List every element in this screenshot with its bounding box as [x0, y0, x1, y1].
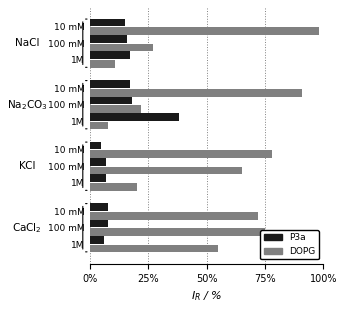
Bar: [90, 158, 106, 166]
Text: KCl: KCl: [19, 161, 35, 171]
Bar: [90, 212, 258, 219]
Legend: P3a, DOPG: P3a, DOPG: [260, 230, 319, 259]
Bar: [90, 236, 104, 244]
Bar: [90, 35, 127, 43]
Text: Na$_2$CO$_3$: Na$_2$CO$_3$: [7, 98, 48, 112]
Bar: [90, 51, 129, 59]
Bar: [90, 89, 302, 96]
Bar: [90, 142, 101, 149]
Bar: [90, 167, 241, 175]
Bar: [90, 175, 106, 182]
Bar: [90, 228, 265, 236]
Bar: [90, 80, 129, 88]
Bar: [90, 203, 108, 211]
X-axis label: $I_R$ / %: $I_R$ / %: [191, 289, 222, 303]
Bar: [90, 96, 132, 104]
Bar: [90, 60, 116, 68]
Bar: [90, 27, 319, 35]
Text: NaCl: NaCl: [15, 38, 40, 48]
Bar: [90, 105, 141, 113]
Bar: [90, 19, 125, 26]
Bar: [90, 245, 218, 252]
Bar: [90, 219, 108, 227]
Bar: [90, 113, 179, 121]
Text: CaCl$_2$: CaCl$_2$: [12, 221, 42, 235]
Bar: [90, 122, 108, 129]
Bar: [90, 183, 137, 191]
Bar: [90, 150, 272, 158]
Bar: [90, 44, 153, 51]
